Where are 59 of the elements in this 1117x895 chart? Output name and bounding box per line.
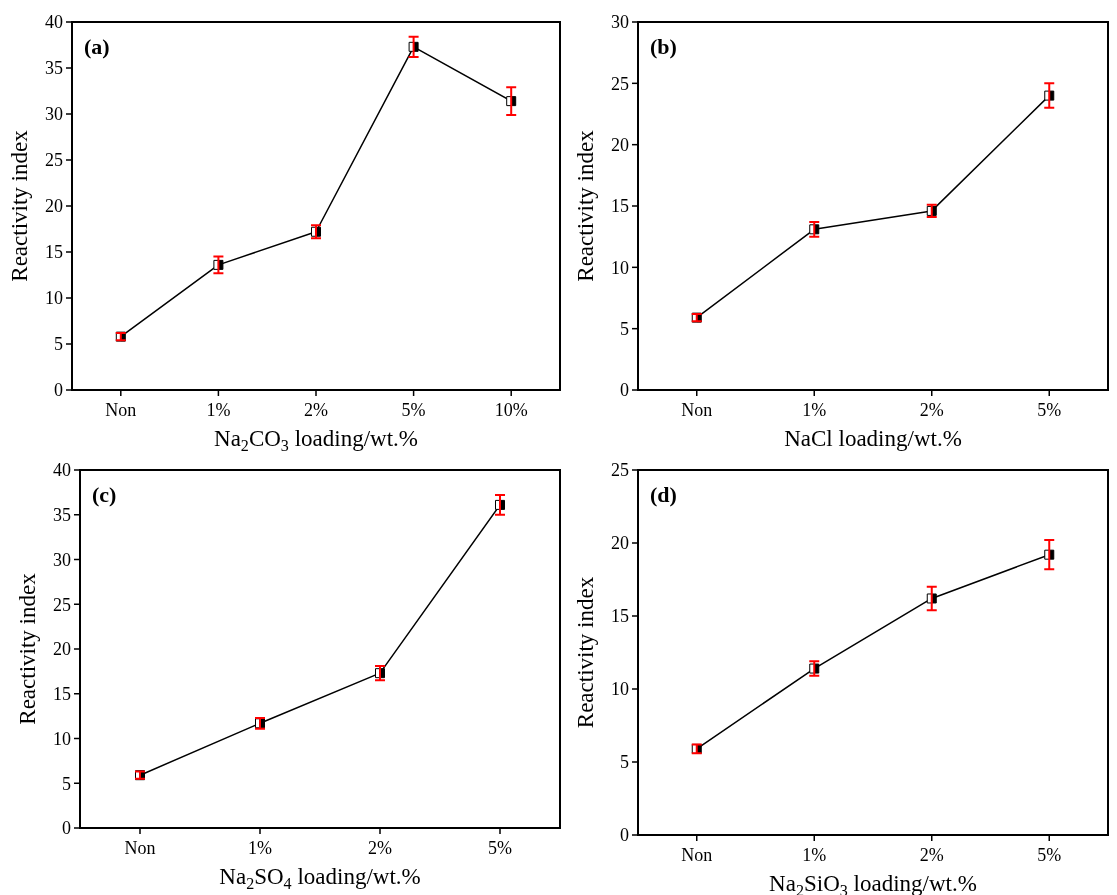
y-tick-label: 30: [45, 104, 63, 125]
x-tick-label: 1%: [248, 838, 272, 858]
x-tick-label: 1%: [802, 400, 827, 420]
y-tick-label: 15: [45, 242, 63, 263]
y-tick-label: 0: [620, 825, 629, 846]
y-axis-title: Reactivity index: [7, 129, 32, 282]
y-tick-label: 10: [611, 679, 629, 700]
y-tick-label: 25: [45, 150, 63, 171]
y-tick-label: 15: [611, 196, 629, 217]
x-axis-title: Na$_{2}$CO$_{3}$ loading/wt.%: [214, 426, 418, 454]
y-axis-title: Reactivity index: [15, 572, 40, 725]
text: (a): [84, 34, 110, 59]
x-tick-label: 2%: [368, 838, 392, 858]
y-tick-label: 10: [45, 288, 63, 309]
x-tick-label: 1%: [802, 845, 827, 865]
y-tick-label: 5: [620, 752, 629, 773]
x-axis-title: Na$_{2}$SO$_{4}$ loading/wt.%: [219, 864, 421, 892]
x-tick-label: 2%: [919, 400, 944, 420]
y-tick-label: 40: [45, 12, 63, 33]
x-tick-label: 5%: [1037, 845, 1062, 865]
x-tick-label: 10%: [494, 400, 528, 420]
y-tick-label: 30: [611, 12, 629, 33]
y-tick-label: 25: [53, 594, 71, 615]
y-tick-label: 40: [53, 460, 71, 481]
y-tick-label: 35: [53, 505, 71, 526]
y-tick-label: 20: [611, 134, 629, 155]
y-tick-label: 10: [611, 257, 629, 278]
text: (b): [650, 34, 677, 59]
x-tick-label: 5%: [401, 400, 426, 420]
y-tick-label: 20: [45, 196, 63, 217]
y-tick-label: 20: [53, 639, 71, 660]
x-tick-label: 5%: [1037, 400, 1062, 420]
x-tick-label: Non: [681, 400, 713, 420]
y-tick-label: 5: [54, 334, 63, 355]
x-tick-label: 2%: [919, 845, 944, 865]
x-tick-label: Non: [105, 400, 137, 420]
y-tick-label: 0: [54, 380, 63, 401]
y-tick-label: 5: [620, 318, 629, 339]
y-tick-label: 25: [611, 73, 629, 94]
text: (d): [650, 482, 677, 507]
x-tick-label: Non: [681, 845, 713, 865]
y-tick-label: 20: [611, 533, 629, 554]
y-tick-label: 15: [53, 684, 71, 705]
y-tick-label: 15: [611, 606, 629, 627]
x-tick-label: 1%: [206, 400, 231, 420]
y-tick-label: 25: [611, 460, 629, 481]
x-tick-label: 5%: [488, 838, 512, 858]
y-tick-label: 10: [53, 728, 71, 749]
y-axis-title: Reactivity index: [573, 129, 598, 282]
y-tick-label: 0: [62, 818, 71, 839]
y-tick-label: 5: [62, 773, 71, 794]
x-tick-label: 2%: [304, 400, 328, 420]
text: (c): [92, 482, 117, 507]
y-tick-label: 30: [53, 549, 71, 570]
y-tick-label: 0: [620, 380, 629, 401]
y-tick-label: 35: [45, 58, 63, 79]
y-axis-title: Reactivity index: [573, 576, 598, 729]
x-tick-label: Non: [124, 838, 156, 858]
x-axis-title: NaCl loading/wt.%: [784, 426, 962, 451]
